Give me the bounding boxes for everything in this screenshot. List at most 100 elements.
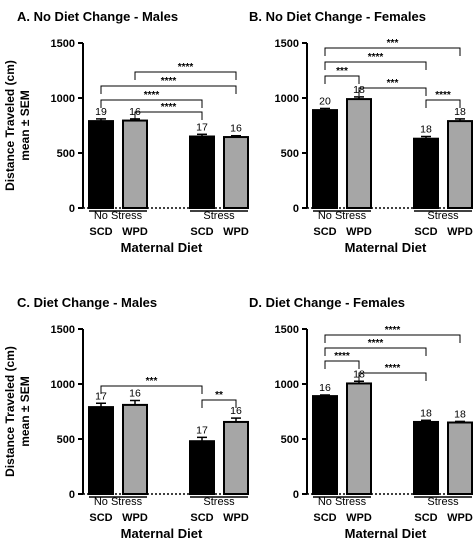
- bar: [447, 421, 473, 495]
- n-label: 16: [129, 388, 141, 400]
- n-label: 18: [420, 124, 432, 136]
- bar: [122, 119, 148, 209]
- significance-bracket: [324, 347, 427, 356]
- significance-label: ****: [161, 76, 177, 87]
- n-label: 16: [319, 382, 331, 394]
- significance-bracket: [324, 360, 360, 369]
- significance-bracket: [100, 99, 203, 108]
- y-tick-label: 500: [57, 434, 75, 446]
- group-label: Stress: [427, 496, 459, 508]
- bar: [346, 382, 372, 496]
- significance-label: ****: [368, 52, 384, 63]
- n-label: 16: [230, 123, 242, 135]
- group-label: Stress: [203, 210, 235, 222]
- bar: [189, 135, 215, 209]
- panel-title: C. Diet Change - Males: [17, 295, 157, 310]
- significance-bracket: [134, 111, 203, 120]
- n-label: 17: [196, 121, 208, 133]
- y-tick-label: 1500: [275, 38, 299, 50]
- panel-title: D. Diet Change - Females: [249, 295, 405, 310]
- panel-b: B. No Diet Change - Females 0 500 1000 1500 2…: [249, 9, 473, 255]
- significance-label: **: [215, 390, 223, 401]
- significance-label: ***: [146, 376, 158, 387]
- significance-label: ****: [385, 325, 401, 336]
- bar: [413, 137, 439, 209]
- significance-bracket: [324, 334, 461, 343]
- y-axis-label: Distance Traveled (cm): [3, 346, 17, 477]
- n-label: 18: [454, 408, 466, 420]
- y-tick-label: 0: [69, 203, 75, 215]
- significance-bracket: [134, 71, 237, 80]
- y-axis-label: mean ± SEM: [18, 376, 32, 447]
- x-tick-label: WPD: [346, 512, 372, 524]
- y-tick-label: 0: [69, 489, 75, 501]
- x-axis-label: Maternal Diet: [121, 240, 203, 255]
- significance-label: ****: [435, 90, 451, 101]
- group-label: Stress: [427, 210, 459, 222]
- n-label: 16: [230, 405, 242, 417]
- panel-c: C. Diet Change - Males 0 500 1000 1500 Distan…: [3, 295, 249, 541]
- y-tick-label: 0: [293, 489, 299, 501]
- significance-label: ***: [387, 78, 399, 89]
- group-label: No Stress: [318, 210, 367, 222]
- x-tick-label: SCD: [89, 512, 112, 524]
- significance-label: ****: [334, 351, 350, 362]
- group-label: No Stress: [94, 210, 143, 222]
- significance-label: ****: [178, 62, 194, 73]
- significance-bracket: [324, 75, 360, 84]
- x-tick-label: SCD: [313, 512, 336, 524]
- x-tick-label: SCD: [89, 226, 112, 238]
- x-axis-label: Maternal Diet: [345, 240, 427, 255]
- bar: [312, 395, 338, 496]
- significance-label: ****: [368, 338, 384, 349]
- group-label: No Stress: [318, 496, 367, 508]
- y-axis-label: mean ± SEM: [18, 90, 32, 161]
- significance-label: ****: [144, 90, 160, 101]
- x-tick-label: WPD: [346, 226, 372, 238]
- x-tick-label: SCD: [414, 512, 437, 524]
- y-tick-label: 500: [281, 434, 299, 446]
- panel-title: B. No Diet Change - Females: [249, 9, 426, 24]
- y-tick-label: 1000: [51, 379, 75, 391]
- group-label: Stress: [203, 496, 235, 508]
- significance-label: ****: [385, 363, 401, 374]
- y-tick-label: 1500: [51, 324, 75, 336]
- x-tick-label: SCD: [190, 512, 213, 524]
- x-tick-label: WPD: [223, 512, 249, 524]
- panel-a: A. No Diet Change - Males 0 500 1000 1500 Dis…: [3, 9, 249, 255]
- n-label: 20: [319, 95, 331, 107]
- significance-bracket: [100, 85, 237, 94]
- significance-bracket: [324, 61, 427, 70]
- bar: [346, 98, 372, 209]
- y-tick-label: 1000: [275, 379, 299, 391]
- y-tick-label: 1500: [275, 324, 299, 336]
- y-tick-label: 1000: [275, 93, 299, 105]
- significance-bracket: [100, 385, 203, 394]
- x-tick-label: WPD: [122, 226, 148, 238]
- y-tick-label: 500: [281, 148, 299, 160]
- x-axis-label: Maternal Diet: [345, 526, 427, 541]
- panel-title: A. No Diet Change - Males: [17, 9, 178, 24]
- n-label: 17: [196, 424, 208, 436]
- n-label: 18: [454, 106, 466, 118]
- bar: [413, 420, 439, 496]
- group-label: No Stress: [94, 496, 143, 508]
- x-tick-label: SCD: [190, 226, 213, 238]
- panel-d: D. Diet Change - Females 0 500 1000 1500 16 18…: [249, 295, 473, 541]
- y-tick-label: 0: [293, 203, 299, 215]
- y-tick-label: 1000: [51, 93, 75, 105]
- x-tick-label: SCD: [414, 226, 437, 238]
- significance-bracket: [201, 399, 237, 408]
- significance-label: ****: [161, 102, 177, 113]
- x-tick-label: SCD: [313, 226, 336, 238]
- significance-bracket: [324, 47, 461, 56]
- x-tick-label: WPD: [223, 226, 249, 238]
- significance-label: ***: [387, 38, 399, 49]
- bar: [88, 406, 114, 496]
- bar: [223, 136, 249, 209]
- bar: [447, 120, 473, 209]
- x-tick-label: WPD: [447, 512, 473, 524]
- significance-bracket: [358, 372, 427, 381]
- x-axis-label: Maternal Diet: [121, 526, 203, 541]
